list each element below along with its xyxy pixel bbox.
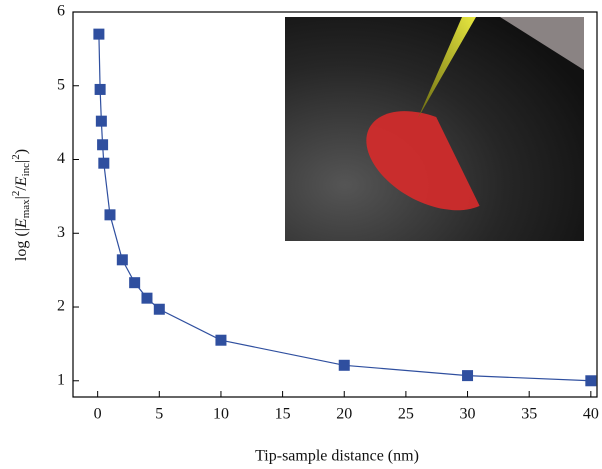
y-tick-label: 6 — [57, 3, 65, 20]
data-point — [95, 115, 107, 127]
y-tick-label: 1 — [57, 371, 65, 388]
x-tick-label: 10 — [213, 406, 229, 423]
x-tick-label: 0 — [94, 406, 102, 423]
x-tick-label: 25 — [398, 406, 414, 423]
y-tick-label: 2 — [57, 298, 65, 315]
data-point — [141, 292, 153, 304]
x-axis-label: Tip-sample distance (nm) — [255, 448, 419, 465]
data-point — [94, 83, 106, 95]
data-point — [104, 209, 116, 221]
data-point — [98, 157, 110, 169]
x-tick-label: 35 — [521, 406, 537, 423]
inset-image — [285, 17, 584, 241]
x-tick-label: 5 — [155, 406, 163, 423]
x-tick-label: 40 — [583, 406, 599, 423]
data-point — [338, 359, 350, 371]
data-point — [585, 375, 597, 387]
y-tick-label: 3 — [57, 224, 65, 241]
data-point — [116, 254, 128, 266]
data-point — [93, 28, 105, 40]
x-tick-label: 15 — [275, 406, 291, 423]
data-point — [97, 139, 109, 151]
data-point — [462, 370, 474, 382]
plot-frame — [72, 11, 598, 398]
x-tick-label: 30 — [460, 406, 476, 423]
data-point — [129, 277, 141, 289]
data-point — [215, 334, 227, 346]
data-point — [153, 303, 165, 315]
y-tick-label: 4 — [57, 150, 65, 167]
x-tick-label: 20 — [336, 406, 352, 423]
y-tick-label: 5 — [57, 76, 65, 93]
y-axis-label: log (|Emax|2/Einc|2) — [10, 149, 32, 261]
